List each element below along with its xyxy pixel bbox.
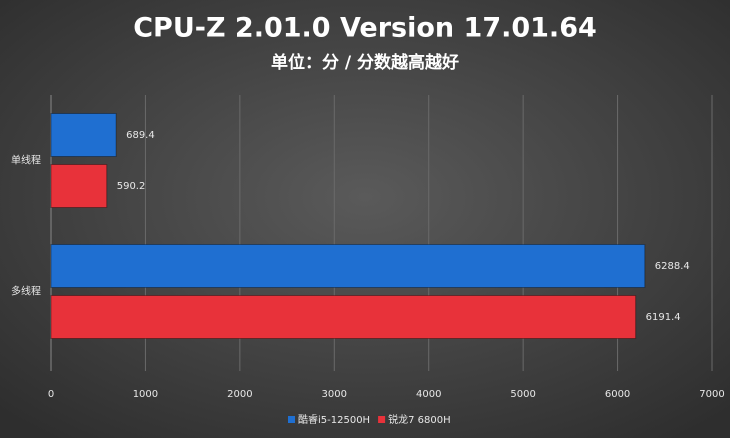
x-tick-label: 5000 — [510, 389, 535, 400]
data-label: 689.4 — [126, 130, 155, 141]
y-tick-label: 单线程 — [11, 154, 41, 167]
data-label: 590.2 — [117, 181, 146, 192]
data-label: 6288.4 — [655, 261, 690, 272]
bar — [50, 113, 117, 157]
legend-label: 锐龙7 6800H — [388, 413, 451, 426]
legend-label: 酷睿i5-12500H — [298, 413, 370, 426]
x-tick-label: 6000 — [605, 389, 630, 400]
x-tick-label: 1000 — [133, 389, 158, 400]
bar — [50, 244, 646, 288]
legend-swatch — [288, 416, 295, 423]
x-tick-label: 3000 — [322, 389, 347, 400]
bar — [50, 295, 637, 339]
x-tick-label: 2000 — [227, 389, 252, 400]
x-tick-label: 4000 — [416, 389, 441, 400]
x-tick-label: 7000 — [699, 389, 724, 400]
bar — [50, 164, 108, 208]
data-label: 6191.4 — [646, 312, 681, 323]
y-tick-label: 多线程 — [11, 285, 41, 298]
chart-subtitle: 单位：分 / 分数越高越好 — [271, 52, 459, 73]
chart-title: CPU-Z 2.01.0 Version 17.01.64 — [133, 13, 597, 44]
x-tick-label: 0 — [48, 389, 54, 400]
legend-swatch — [378, 416, 386, 423]
